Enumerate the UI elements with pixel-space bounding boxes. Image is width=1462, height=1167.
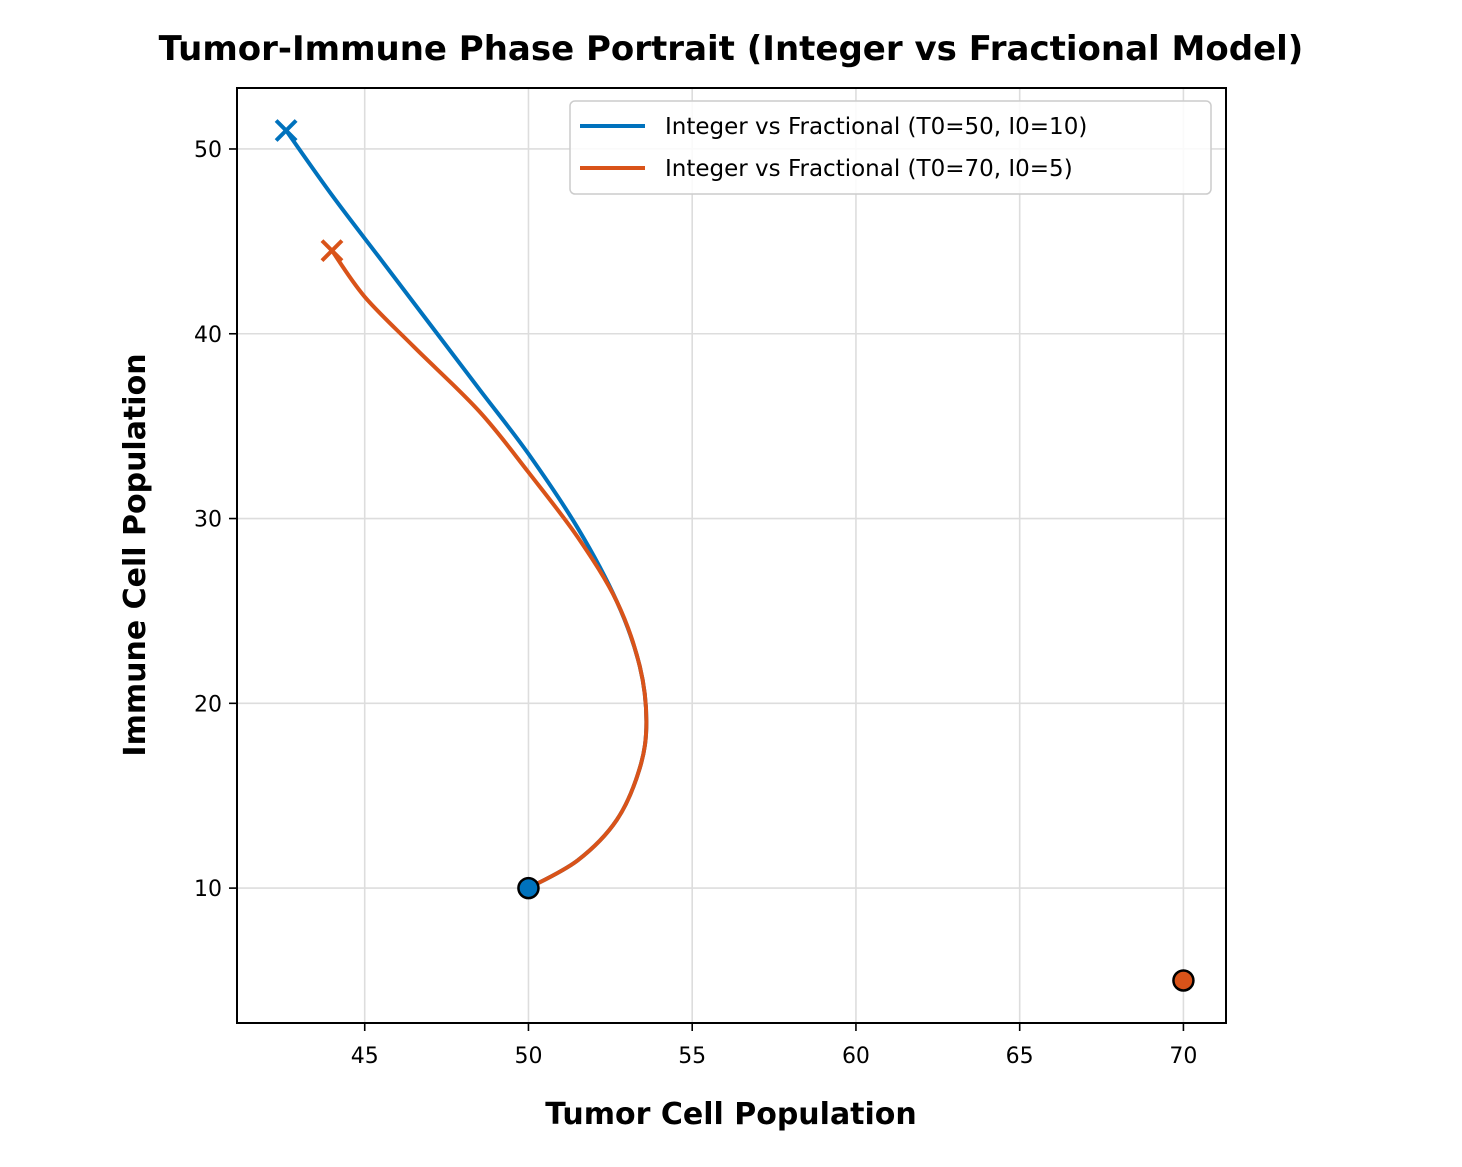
y-tick-label: 20: [194, 692, 222, 717]
legend-label-1: Integer vs Fractional (T0=50, I0=10): [665, 114, 1087, 140]
series-line-2: [330, 249, 649, 890]
plot-frame: [236, 87, 1227, 1024]
x-tick-label: 55: [678, 1044, 706, 1069]
legend-box: [569, 100, 1212, 195]
series-2-start-marker: [1172, 969, 1195, 992]
y-tick-label: 50: [194, 138, 222, 163]
x-tick-label: 65: [1006, 1044, 1034, 1069]
legend: Integer vs Fractional (T0=50, I0=10) Inte…: [569, 100, 1212, 195]
x-tick-label: 50: [514, 1044, 542, 1069]
series-2-end-marker: [320, 239, 344, 263]
x-tick-label: 45: [351, 1044, 379, 1069]
series-layer: [274, 119, 1195, 992]
x-tick-label: 60: [842, 1044, 870, 1069]
y-axis-label: Immune Cell Population: [118, 353, 153, 756]
grid-layer: [237, 88, 1226, 1023]
y-tick-label: 40: [194, 323, 222, 348]
x-axis-label: Tumor Cell Population: [545, 1097, 917, 1132]
chart-title: Tumor-Immune Phase Portrait (Integer vs …: [159, 29, 1304, 69]
y-tick-label: 10: [194, 877, 222, 902]
tick-layer: 45 50 55 60 65 70 10 20 30 40 50: [194, 138, 1197, 1069]
series-1-end-marker: [274, 119, 298, 142]
x-tick-label: 70: [1169, 1044, 1197, 1069]
series-1-start-marker: [517, 876, 540, 900]
legend-label-2: Integer vs Fractional (T0=70, I0=5): [665, 156, 1073, 182]
y-tick-label: 30: [194, 508, 222, 533]
